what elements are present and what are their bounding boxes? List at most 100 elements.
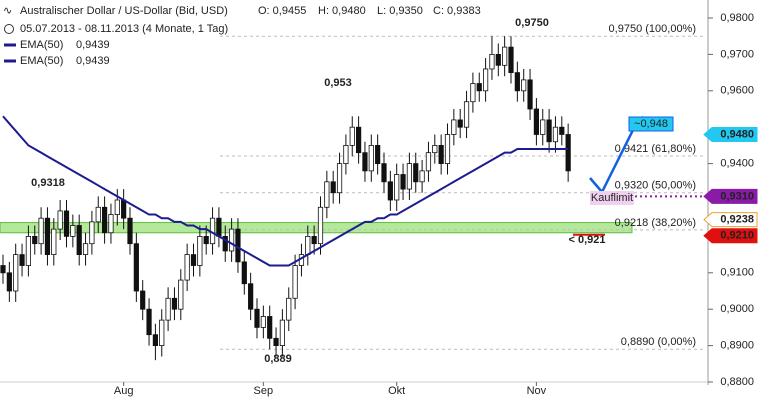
candle-body xyxy=(38,217,44,245)
candle-body xyxy=(89,221,95,245)
candle-body xyxy=(457,119,463,128)
price-marker-label: 0,9310 xyxy=(720,190,754,202)
candle-body xyxy=(216,217,222,237)
candle-body xyxy=(324,181,330,208)
candle-body xyxy=(387,181,393,201)
chart-subtitle: 05.07.2013 - 08.11.2013 (4 Monate, 1 Tag… xyxy=(20,23,228,35)
annotation: 0,9318 xyxy=(31,177,65,189)
candle-body xyxy=(25,235,32,266)
candle-body xyxy=(502,46,508,66)
candle-body xyxy=(565,134,571,172)
candle-body xyxy=(419,170,425,183)
y-tick-label: 0,8800 xyxy=(720,376,754,388)
candle-body xyxy=(51,228,57,255)
candle-body xyxy=(63,210,70,237)
header: ∿ Australischer Dollar / US-Dollar (Bid,… xyxy=(3,5,481,67)
candle-body xyxy=(438,144,444,164)
candle-body xyxy=(381,163,387,183)
candle-body xyxy=(197,235,203,266)
candle-body xyxy=(184,254,190,281)
candle-body xyxy=(121,199,127,219)
candle-body xyxy=(203,235,209,245)
x-tick-label: Aug xyxy=(114,385,134,397)
candle-body xyxy=(394,174,400,201)
candle-body xyxy=(432,144,438,154)
price-marker-label: 0,9480 xyxy=(720,128,754,140)
candle-body xyxy=(279,319,286,346)
legend-value: 0,9439 xyxy=(76,55,110,67)
y-tick-label: 0,9000 xyxy=(720,303,754,315)
candle-body xyxy=(400,174,406,190)
candle-body xyxy=(286,297,292,321)
fib-label: 0,9750 (100,00%) xyxy=(609,23,696,35)
price-marker-label: 0,9210 xyxy=(720,230,754,242)
candle-body xyxy=(444,134,451,164)
candle-body xyxy=(495,54,501,66)
candle-body xyxy=(222,235,228,252)
candle-body xyxy=(13,254,19,292)
x-tick-label: Nov xyxy=(527,385,547,397)
icon: ∿ xyxy=(3,5,12,17)
annotation-box xyxy=(628,116,674,132)
candle-body xyxy=(165,297,171,321)
candle-body xyxy=(102,206,108,234)
candle-body xyxy=(0,265,6,274)
candle-body xyxy=(76,225,82,255)
annotation: ~0,948 xyxy=(634,118,668,130)
y-tick-label: 0,8900 xyxy=(720,340,754,352)
candle-body xyxy=(114,199,120,215)
y-tick-label: 0,9700 xyxy=(720,48,754,60)
candle-body xyxy=(171,297,178,310)
annotation-box xyxy=(590,191,634,205)
price-marker xyxy=(703,228,758,244)
legend-label: EMA(50) xyxy=(20,39,63,51)
y-tick-label: 0,9100 xyxy=(720,267,754,279)
candle-body xyxy=(489,54,495,70)
candle-body xyxy=(178,279,184,310)
candle-body xyxy=(311,235,317,245)
annotation: 0,9750 xyxy=(515,17,549,29)
fib-label: 0,9421 (61,80%) xyxy=(615,143,696,155)
candle-body xyxy=(6,272,12,292)
candle-body xyxy=(349,126,355,146)
candle-body xyxy=(273,337,279,347)
candle-body xyxy=(476,83,482,92)
candle-body xyxy=(527,79,533,110)
annotation: 0,953 xyxy=(324,77,352,89)
candle-body xyxy=(368,144,374,172)
x-tick-label: Okt xyxy=(388,385,405,397)
candle-body xyxy=(32,235,38,245)
candle-body xyxy=(336,163,343,194)
candle-body xyxy=(133,243,139,292)
candle-body xyxy=(552,126,559,143)
candle-body xyxy=(228,228,235,252)
chart-title: Australischer Dollar / US-Dollar (Bid, U… xyxy=(20,5,228,17)
clock-icon xyxy=(4,24,14,34)
candle-body xyxy=(190,254,197,266)
candle-body xyxy=(375,144,381,164)
candle-body xyxy=(413,163,419,183)
candle-body xyxy=(514,72,520,92)
y-tick-label: 0,9600 xyxy=(720,85,754,97)
candle-body xyxy=(248,283,254,310)
candle-body xyxy=(82,243,89,255)
candle-body xyxy=(508,46,514,73)
candle-body xyxy=(159,319,165,346)
candle-body xyxy=(521,79,527,92)
candle-body xyxy=(95,206,101,223)
candle-body xyxy=(355,126,362,154)
fib-label: 0,8890 (0,00%) xyxy=(621,336,696,348)
candle-body xyxy=(127,217,133,245)
candle-body xyxy=(470,83,476,103)
candle-body xyxy=(559,126,565,135)
x-tick-label: Sep xyxy=(254,385,274,397)
candle-body xyxy=(108,214,114,234)
y-tick-label: 0,9800 xyxy=(720,12,754,24)
ohlc-low: L: 0,9350 xyxy=(377,5,423,17)
annotation: Kauflimit xyxy=(591,192,633,204)
ohlc-open: O: 0,9455 xyxy=(258,5,306,17)
candle-body xyxy=(546,119,552,143)
ohlc-high: H: 0,9480 xyxy=(318,5,366,17)
candle-body xyxy=(19,254,25,266)
